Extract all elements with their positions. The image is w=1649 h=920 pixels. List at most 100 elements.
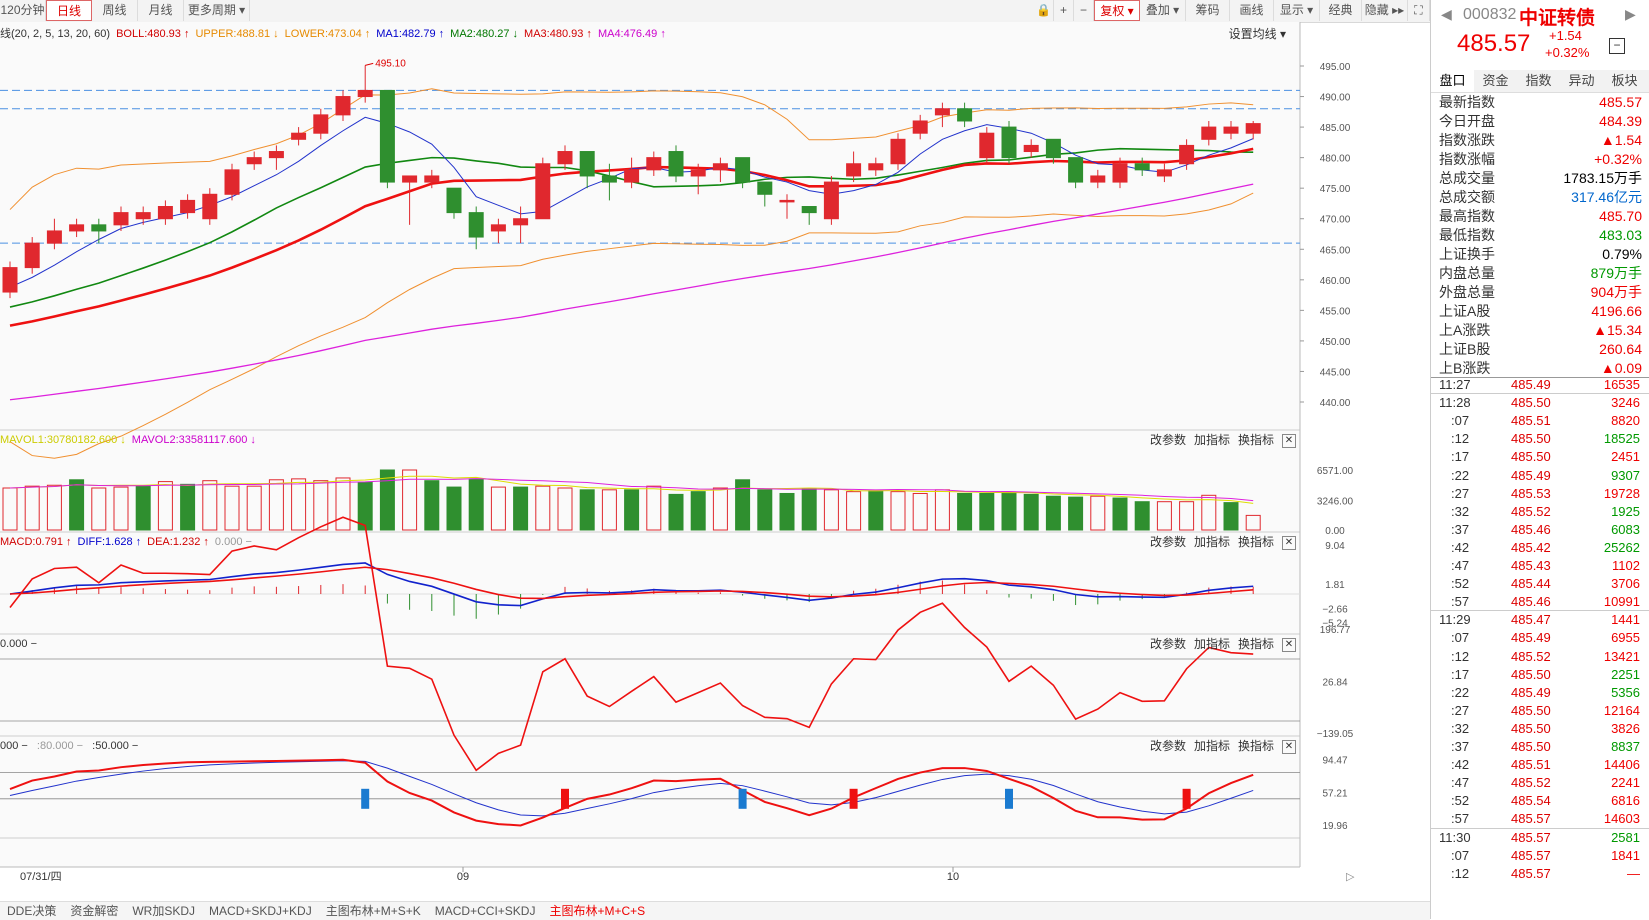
high-marker-label: 495.10 bbox=[375, 58, 406, 69]
macd-diff-line bbox=[9, 562, 1254, 607]
quote-tab[interactable]: 盘口 bbox=[1431, 70, 1474, 92]
tick-row: :37 485.50 8837 bbox=[1451, 739, 1640, 754]
candle-body bbox=[313, 114, 329, 134]
prev-arrow-icon[interactable]: ◀ bbox=[1441, 6, 1452, 22]
period-3-button[interactable]: 月线 bbox=[138, 0, 184, 21]
quote-tab[interactable]: 指数 bbox=[1525, 73, 1552, 88]
tool-9-button[interactable]: 隐藏 ▸▸ bbox=[1362, 0, 1408, 21]
tick-row: 11:28 485.50 3246 bbox=[1431, 393, 1649, 412]
quote-tab[interactable]: 资金 bbox=[1482, 73, 1509, 88]
ma-settings[interactable]: 设置均线 ▾ bbox=[1221, 25, 1286, 43]
next-arrow-icon[interactable]: ▶ bbox=[1625, 6, 1636, 22]
period-1-button[interactable]: 日线 bbox=[46, 0, 92, 21]
edit-params-button[interactable]: 改参数 bbox=[1149, 739, 1186, 753]
legend-item: UPPER:488.81 ↓ bbox=[195, 28, 279, 40]
quote-tab[interactable]: 板块 bbox=[1611, 73, 1638, 88]
legend-item: MAVOL2:33581117.600 ↓ bbox=[131, 434, 256, 446]
y-tick-label: 465.00 bbox=[1320, 245, 1351, 256]
template-tab[interactable]: 资金解密 bbox=[70, 904, 119, 918]
volume-bar bbox=[535, 485, 551, 531]
volume-bar bbox=[468, 478, 484, 531]
close-panel-icon[interactable]: ✕ bbox=[1282, 535, 1296, 550]
switch-indicator-button[interactable]: 换指标 bbox=[1237, 535, 1274, 549]
tool-0-button[interactable]: 🔒 bbox=[1034, 0, 1054, 21]
period-toolbar: 120分钟 日线 周线 月线 更多周期 ▾ 🔒 + − 复权 ▾ 叠加 ▾ 筹码 画线 显示 ▾ 经典 隐藏… bbox=[0, 0, 1430, 23]
quote-tab[interactable]: 异动 bbox=[1568, 73, 1595, 88]
legend-item: BOLL:480.93 ↑ bbox=[116, 28, 190, 40]
kline-chart[interactable]: 495.00 490.00 485.00 480.00 475.00 470.00 465.… bbox=[0, 22, 1430, 902]
candle-body bbox=[1068, 157, 1084, 183]
candle-body bbox=[91, 224, 107, 232]
candle-body bbox=[46, 230, 62, 244]
price-change-pct: +0.32% bbox=[1545, 45, 1590, 60]
template-tab[interactable]: MACD+CCI+SKDJ bbox=[434, 904, 536, 918]
close-panel-icon[interactable]: ✕ bbox=[1282, 739, 1296, 754]
candle-body bbox=[1112, 163, 1128, 183]
tool-2-button[interactable]: − bbox=[1074, 0, 1094, 21]
volume-bar bbox=[979, 492, 995, 531]
candle-body bbox=[335, 96, 351, 116]
kdj-panel-buttons: 改参数 加指标 换指标 ✕ bbox=[1142, 737, 1296, 755]
volume-bar bbox=[424, 480, 440, 531]
edit-params-button[interactable]: 改参数 bbox=[1149, 535, 1186, 549]
tool-4-button[interactable]: 叠加 ▾ bbox=[1140, 0, 1186, 21]
kdj-death-cross-marker bbox=[1005, 788, 1013, 809]
switch-indicator-button[interactable]: 换指标 bbox=[1237, 637, 1274, 651]
volume-bar bbox=[1201, 494, 1217, 531]
tick-row: :22 485.49 5356 bbox=[1451, 684, 1640, 700]
tool-10-button[interactable]: ⛶ bbox=[1408, 0, 1430, 21]
volume-y-label: 3246.00 bbox=[1317, 496, 1354, 507]
tick-row: :42 485.42 25262 bbox=[1451, 539, 1640, 555]
stock-name: 中证转债 bbox=[1519, 8, 1596, 29]
quote-row: 最高指数 485.70 bbox=[1439, 208, 1642, 224]
period-4-button[interactable]: 更多周期 ▾ bbox=[184, 0, 250, 21]
indicator-params: 线(20, 2, 5, 13, 20, 60) bbox=[0, 28, 111, 40]
ma-settings-button[interactable]: 设置均线 ▾ bbox=[1228, 27, 1286, 41]
legend-item: :50.000 − bbox=[92, 740, 139, 752]
y-tick-label: 460.00 bbox=[1320, 276, 1351, 287]
period-0-button[interactable]: 120分钟 bbox=[0, 0, 46, 21]
tick-row: :12 485.52 13421 bbox=[1451, 648, 1640, 664]
volume-bar bbox=[291, 478, 307, 531]
add-indicator-button[interactable]: 加指标 bbox=[1193, 433, 1230, 447]
candle-body bbox=[1045, 138, 1061, 159]
kdj-y-label: 19.96 bbox=[1322, 821, 1347, 832]
candle-body bbox=[601, 175, 617, 183]
edit-params-button[interactable]: 改参数 bbox=[1149, 637, 1186, 651]
template-tab[interactable]: 主图布林+M+C+S bbox=[549, 904, 646, 918]
scroll-right-icon[interactable]: ▷ bbox=[1346, 871, 1355, 883]
close-panel-icon[interactable]: ✕ bbox=[1282, 637, 1296, 652]
tool-7-button[interactable]: 显示 ▾ bbox=[1274, 0, 1320, 21]
tool-8-button[interactable]: 经典 bbox=[1320, 0, 1362, 21]
tool-6-button[interactable]: 画线 bbox=[1230, 0, 1274, 21]
candle-body bbox=[624, 169, 640, 183]
switch-indicator-button[interactable]: 换指标 bbox=[1237, 433, 1274, 447]
kdj-y-label: 57.21 bbox=[1322, 788, 1347, 799]
macd-legend: MACD:0.791 ↑ DIFF:1.628 ↑ DEA:1.232 ↑ 0.000… bbox=[0, 534, 258, 550]
add-indicator-button[interactable]: 加指标 bbox=[1193, 637, 1230, 651]
candle-body bbox=[202, 193, 218, 220]
tool-1-button[interactable]: + bbox=[1054, 0, 1074, 21]
template-tab[interactable]: MACD+SKDJ+KDJ bbox=[209, 904, 312, 918]
tool-5-button[interactable]: 筹码 bbox=[1186, 0, 1230, 21]
volume-bar bbox=[268, 479, 284, 531]
candle-body bbox=[934, 108, 950, 116]
template-tab[interactable]: 主图布林+M+S+K bbox=[325, 904, 421, 918]
close-panel-icon[interactable]: ✕ bbox=[1282, 433, 1296, 448]
switch-indicator-button[interactable]: 换指标 bbox=[1237, 739, 1274, 753]
price-change: +1.54 bbox=[1549, 28, 1582, 43]
volume-bar bbox=[1068, 496, 1084, 531]
edit-params-button[interactable]: 改参数 bbox=[1149, 433, 1186, 447]
template-tab[interactable]: DDE决策 bbox=[7, 904, 57, 918]
quote-row: 内盘总量 879万手 bbox=[1439, 265, 1642, 281]
x-axis-label: 09 bbox=[457, 871, 469, 883]
candle-body bbox=[1179, 144, 1195, 165]
template-tab[interactable]: WR加SKDJ bbox=[132, 904, 196, 918]
tool-3-button[interactable]: 复权 ▾ bbox=[1094, 0, 1140, 21]
period-2-button[interactable]: 周线 bbox=[92, 0, 138, 21]
add-indicator-button[interactable]: 加指标 bbox=[1193, 739, 1230, 753]
add-indicator-button[interactable]: 加指标 bbox=[1193, 535, 1230, 549]
quote-header: ◀ 000832 中证转债 ▶ 485.57 +1.54 +0.32% − bbox=[1431, 0, 1649, 70]
cci-y-label: −139.05 bbox=[1317, 729, 1354, 740]
minimize-icon[interactable]: − bbox=[1609, 38, 1625, 54]
